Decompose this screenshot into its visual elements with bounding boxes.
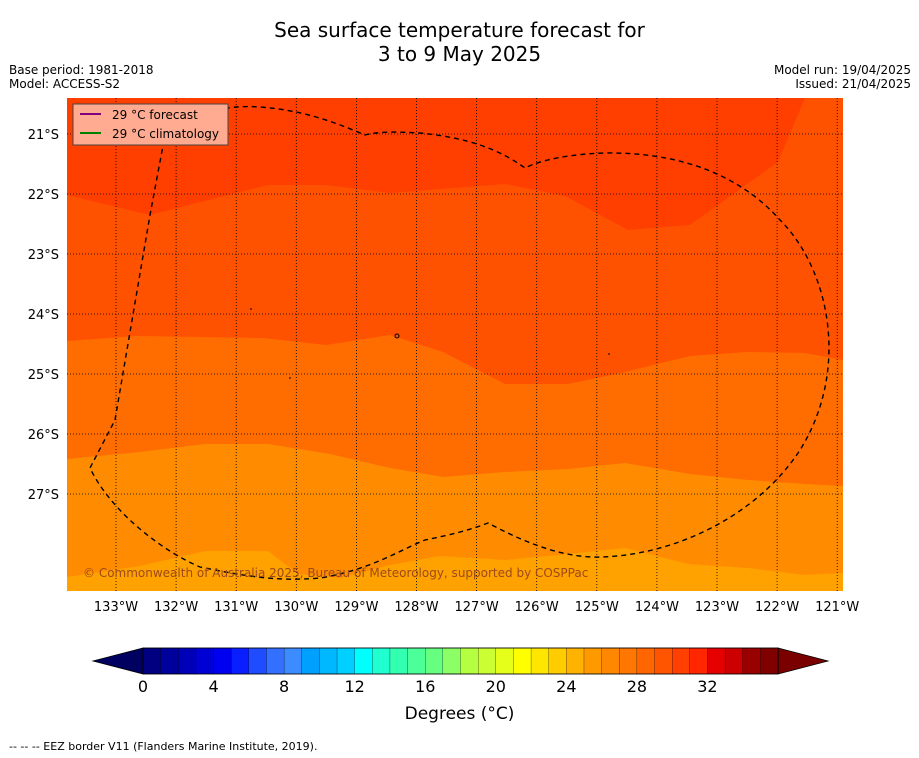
x-tick-label: 126°W bbox=[515, 600, 559, 615]
colorbar-cell bbox=[760, 647, 779, 675]
colorbar-cell bbox=[178, 647, 197, 675]
colorbar-over-arrow bbox=[777, 647, 830, 675]
colorbar-cell bbox=[513, 647, 532, 675]
x-tick-label: 125°W bbox=[575, 600, 619, 615]
colorbar-cell bbox=[336, 647, 356, 675]
meta-left: Base period: 1981-2018 Model: ACCESS-S2 bbox=[9, 63, 154, 91]
colorbar-cell bbox=[689, 647, 709, 675]
colorbar-cell bbox=[442, 647, 462, 675]
meta-right: Model run: 19/04/2025 Issued: 21/04/2025 bbox=[774, 63, 911, 91]
colorbar-tick-label: 16 bbox=[415, 677, 435, 696]
island-mark bbox=[394, 333, 400, 339]
x-tick-label: 131°W bbox=[214, 600, 258, 615]
legend-climatology-label: 29 °C climatology bbox=[112, 127, 219, 141]
y-tick-label: 23°S bbox=[28, 248, 59, 263]
base-period-text: Base period: 1981-2018 bbox=[9, 63, 154, 77]
model-run-text: Model run: 19/04/2025 bbox=[773, 63, 911, 77]
chart-title-line2: 3 to 9 May 2025 bbox=[377, 42, 542, 66]
x-tick-label: 130°W bbox=[274, 600, 318, 615]
sst-map: © Commonwealth of Australia 2025, Bureau… bbox=[28, 98, 860, 696]
colorbar-cell bbox=[283, 647, 303, 675]
colorbar-cell bbox=[142, 647, 162, 675]
colorbar-cell bbox=[372, 647, 391, 675]
colorbar-cell bbox=[583, 647, 603, 675]
colorbar-cell bbox=[460, 647, 479, 675]
sst-field: © Commonwealth of Australia 2025, Bureau… bbox=[67, 98, 843, 591]
x-tick-label: 123°W bbox=[695, 600, 739, 615]
colorbar-cell bbox=[389, 647, 409, 675]
colorbar-cell bbox=[160, 647, 179, 675]
colorbar-cell bbox=[213, 647, 232, 675]
colorbar-cell bbox=[407, 647, 426, 675]
colorbar: 0 4 8 12 16 20 24 28 32 bbox=[91, 647, 830, 696]
chart-title-line1: Sea surface temperature forecast for bbox=[274, 18, 645, 42]
colorbar-cell bbox=[495, 647, 515, 675]
colorbar-cell bbox=[707, 647, 726, 675]
legend: 29 °C forecast 29 °C climatology bbox=[72, 103, 229, 146]
colorbar-cell bbox=[619, 647, 638, 675]
colorbar-tick-label: 8 bbox=[279, 677, 289, 696]
colorbar-tick-label: 32 bbox=[697, 677, 717, 696]
x-tick-label: 129°W bbox=[334, 600, 378, 615]
colorbar-tick-label: 0 bbox=[138, 677, 148, 696]
colorbar-cell bbox=[724, 647, 744, 675]
colorbar-under-arrow bbox=[91, 647, 144, 675]
colorbar-cell bbox=[548, 647, 567, 675]
colorbar-tick-label: 28 bbox=[627, 677, 647, 696]
colorbar-tick-label: 20 bbox=[486, 677, 506, 696]
colorbar-cell bbox=[248, 647, 268, 675]
legend-box bbox=[72, 103, 229, 146]
colorbar-cell bbox=[566, 647, 585, 675]
y-tick-label: 24°S bbox=[28, 308, 59, 323]
y-tick-label: 22°S bbox=[28, 188, 59, 203]
x-tick-label: 132°W bbox=[154, 600, 198, 615]
y-tick-label: 27°S bbox=[28, 488, 59, 503]
legend-forecast-label: 29 °C forecast bbox=[112, 108, 198, 122]
colorbar-cell bbox=[601, 647, 620, 675]
model-text: Model: ACCESS-S2 bbox=[9, 77, 121, 91]
issued-text: Issued: 21/04/2025 bbox=[795, 77, 911, 91]
x-tick-label: 127°W bbox=[455, 600, 499, 615]
colorbar-tick-label: 12 bbox=[344, 677, 364, 696]
small-islands bbox=[250, 308, 610, 379]
x-axis-ticks: 133°W 132°W 131°W 130°W 129°W 128°W 127°W 126°W… bbox=[94, 600, 860, 615]
colorbar-cell bbox=[530, 647, 550, 675]
colorbar-cell bbox=[231, 647, 250, 675]
colorbar-cell bbox=[654, 647, 673, 675]
y-tick-label: 21°S bbox=[28, 128, 59, 143]
x-tick-label: 121°W bbox=[815, 600, 859, 615]
x-tick-label: 128°W bbox=[394, 600, 438, 615]
colorbar-cell bbox=[195, 647, 215, 675]
band-25-26 bbox=[67, 548, 843, 591]
colorbar-frame bbox=[142, 647, 779, 675]
colorbar-tick-label: 24 bbox=[556, 677, 576, 696]
chart-title: Sea surface temperature forecast for 3 t… bbox=[0, 18, 919, 66]
colorbar-title: Degrees (°C) bbox=[404, 704, 515, 724]
colorbar-cell bbox=[672, 647, 691, 675]
x-tick-label: 122°W bbox=[755, 600, 799, 615]
colorbar-cell bbox=[742, 647, 762, 675]
x-tick-label: 124°W bbox=[635, 600, 679, 615]
copyright-text: © Commonwealth of Australia 2025, Bureau… bbox=[83, 566, 588, 580]
y-axis-ticks: 21°S 22°S 23°S 24°S 25°S 26°S 27°S bbox=[28, 128, 59, 503]
colorbar-cell bbox=[319, 647, 338, 675]
x-tick-label: 133°W bbox=[94, 600, 138, 615]
colorbar-cell bbox=[636, 647, 656, 675]
eez-border bbox=[89, 105, 830, 580]
colorbar-cell bbox=[301, 647, 321, 675]
colorbar-cell bbox=[425, 647, 444, 675]
colorbar-cell bbox=[266, 647, 285, 675]
colorbar-tick-label: 4 bbox=[208, 677, 218, 696]
colorbar-cell bbox=[477, 647, 497, 675]
footer-note: -- -- -- EEZ border V11 (Flanders Marine… bbox=[9, 740, 318, 753]
y-tick-label: 25°S bbox=[28, 368, 59, 383]
colorbar-cell bbox=[354, 647, 373, 675]
y-tick-label: 26°S bbox=[28, 428, 59, 443]
